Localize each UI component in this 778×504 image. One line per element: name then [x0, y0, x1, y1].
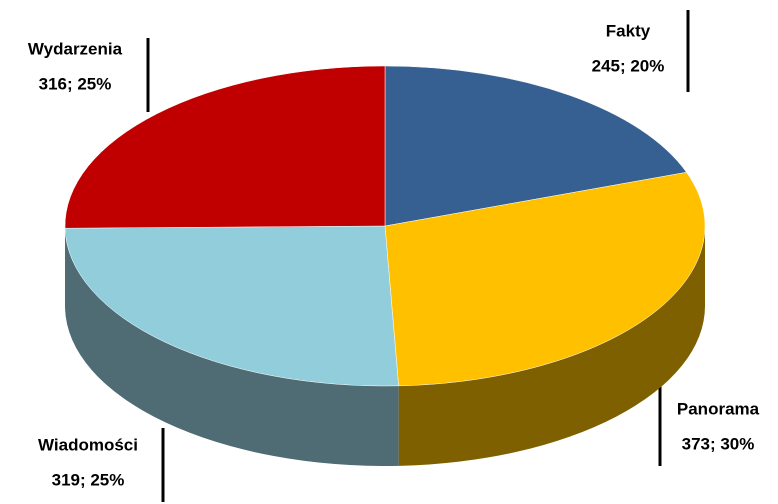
slice: [64, 225, 399, 387]
slice-side: [65, 228, 399, 467]
slice: [384, 172, 706, 387]
value-label: 316; 25%: [39, 74, 112, 93]
value-label: 319; 25%: [52, 470, 125, 489]
slice-side: [398, 226, 705, 466]
slice-label: Wiadomości: [38, 435, 138, 454]
slice-label: Wydarzenia: [28, 39, 123, 58]
slice-label: Fakty: [606, 21, 651, 40]
slice: [384, 65, 687, 227]
value-label: 373; 30%: [682, 434, 755, 453]
slice: [64, 65, 386, 229]
slice-label: Panorama: [677, 399, 760, 418]
value-label: 245; 20%: [592, 56, 665, 75]
leader-lines: [146, 10, 690, 502]
